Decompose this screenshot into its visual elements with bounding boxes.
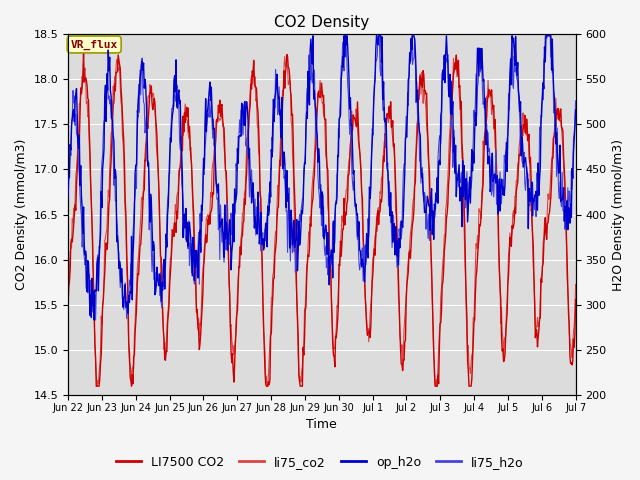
li75_h2o [126,282,134,288]
LI7500 CO2 [385,111,392,117]
Y-axis label: CO2 Density (mmol/m3): CO2 Density (mmol/m3) [15,139,28,290]
op_h2o [90,317,98,323]
li75_co2 [572,281,579,287]
LI7500 CO2 [179,148,186,154]
LI7500 CO2 [399,357,407,362]
li75_h2o [572,98,579,104]
op_h2o [74,114,81,120]
li75_h2o [399,170,407,176]
li75_h2o [374,33,382,38]
li75_h2o [205,114,212,120]
op_h2o [385,181,392,187]
LI7500 CO2 [80,49,88,55]
X-axis label: Time: Time [307,419,337,432]
Title: CO2 Density: CO2 Density [274,15,369,30]
op_h2o [64,195,72,201]
li75_h2o [385,203,392,209]
op_h2o [205,96,212,102]
op_h2o [309,33,317,38]
LI7500 CO2 [64,304,72,310]
op_h2o [126,288,134,294]
li75_co2 [126,362,134,368]
LI7500 CO2 [127,378,134,384]
LI7500 CO2 [74,168,81,174]
li75_co2 [64,296,72,302]
Legend: LI7500 CO2, li75_co2, op_h2o, li75_h2o: LI7500 CO2, li75_co2, op_h2o, li75_h2o [111,451,529,474]
li75_co2 [74,156,81,162]
li75_co2 [205,217,212,223]
li75_h2o [178,180,186,185]
li75_co2 [178,135,186,141]
Line: li75_h2o: li75_h2o [68,36,575,320]
LI7500 CO2 [205,213,213,218]
op_h2o [399,212,407,218]
op_h2o [178,150,186,156]
Line: op_h2o: op_h2o [68,36,575,320]
li75_h2o [92,317,99,323]
li75_h2o [64,187,72,193]
op_h2o [572,107,579,112]
li75_co2 [399,349,407,355]
li75_co2 [385,120,392,125]
Text: VR_flux: VR_flux [70,39,118,49]
li75_co2 [93,384,101,389]
Line: LI7500 CO2: LI7500 CO2 [68,52,575,386]
LI7500 CO2 [92,384,100,389]
li75_h2o [74,133,81,139]
LI7500 CO2 [572,296,579,302]
Line: li75_co2: li75_co2 [68,57,575,386]
Y-axis label: H2O Density (mmol/m3): H2O Density (mmol/m3) [612,139,625,290]
li75_co2 [281,54,289,60]
